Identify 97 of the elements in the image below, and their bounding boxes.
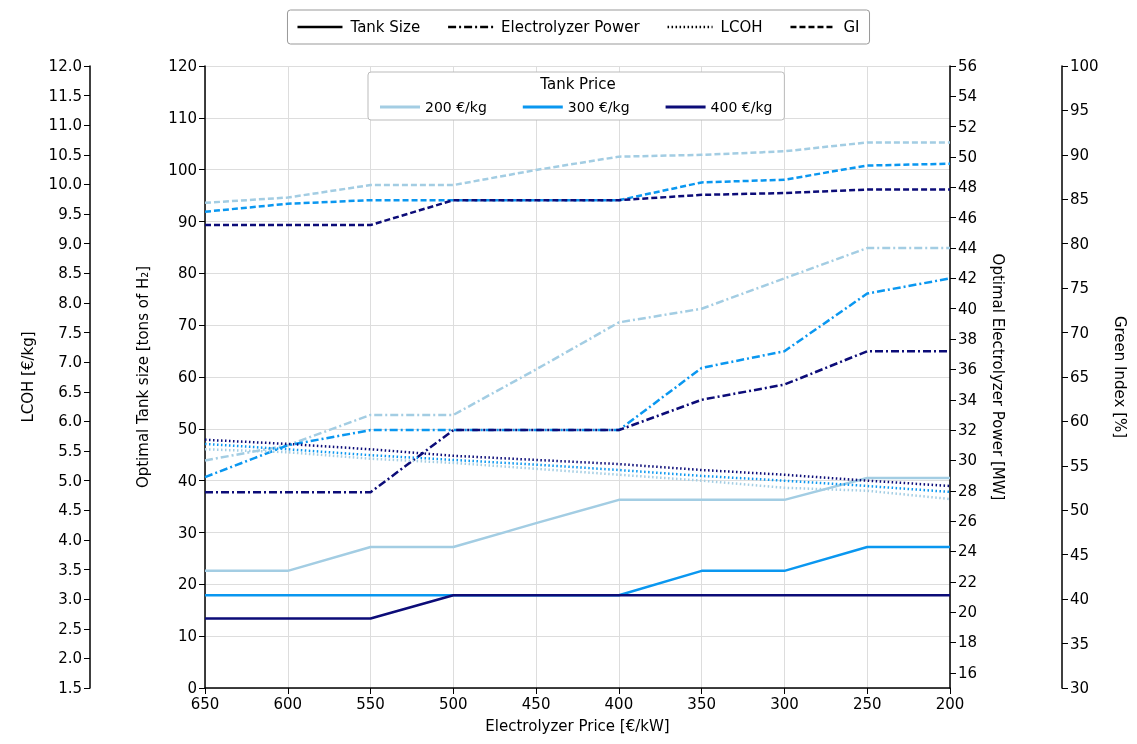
y-tick-label: 90 bbox=[1070, 145, 1090, 164]
x-tick-label: 300 bbox=[770, 694, 799, 713]
x-tick-label: 200 bbox=[935, 694, 965, 713]
y3-tick-label: 5.5 bbox=[58, 442, 82, 461]
y3-tick-label: 2.0 bbox=[58, 649, 82, 668]
x-tick-label: 650 bbox=[190, 694, 220, 713]
y-tick-label: 90 bbox=[177, 212, 197, 231]
y2-tick-label: 24 bbox=[958, 542, 978, 561]
y2-tick-label: 32 bbox=[958, 421, 978, 440]
legend-label: 300 €/kg bbox=[567, 99, 630, 115]
y2-tick-label: 22 bbox=[958, 572, 978, 591]
y-tick-label: 65 bbox=[1070, 368, 1090, 386]
y2-tick-label: 18 bbox=[958, 633, 978, 652]
text: Electrolyzer Power bbox=[501, 18, 641, 36]
y2-tick-label: 30 bbox=[958, 451, 978, 470]
y3-tick-label: 7.5 bbox=[58, 323, 82, 342]
y-tick-label: 60 bbox=[177, 368, 197, 386]
legend-title: Tank Price bbox=[539, 74, 616, 93]
y2-tick-label: 36 bbox=[958, 360, 978, 379]
y3-tick-label: 8.0 bbox=[58, 293, 82, 312]
y-tick-label: 100 bbox=[168, 160, 197, 179]
y-tick-label: 80 bbox=[177, 264, 197, 283]
y3-tick-label: 7.0 bbox=[58, 353, 82, 372]
legend-label: 200 €/kg bbox=[425, 99, 487, 115]
y-tick-label: 0 bbox=[187, 679, 197, 697]
y-tick-label: 45 bbox=[1070, 545, 1090, 564]
x-tick-label: 550 bbox=[356, 694, 385, 713]
legend-label: 400 €/kg bbox=[710, 99, 773, 115]
y-tick-label: 80 bbox=[1070, 234, 1090, 253]
x-tick-label: 600 bbox=[273, 694, 303, 713]
y3-tick-label: 4.0 bbox=[58, 530, 82, 549]
x-tick-label: 500 bbox=[439, 694, 468, 713]
y3-tick-label: 11.5 bbox=[48, 86, 82, 105]
y3-tick-label: 5.0 bbox=[58, 471, 82, 490]
line-series bbox=[203, 141, 952, 205]
y-tick-label: 70 bbox=[1070, 323, 1090, 342]
y-tick-label: 50 bbox=[1070, 501, 1090, 520]
y3-axis-title: LCOH [€/kg] bbox=[18, 331, 37, 423]
y3-tick-label: 8.5 bbox=[58, 264, 82, 283]
y-tick-label: 100 bbox=[1070, 57, 1099, 75]
y3-tick-label: 2.5 bbox=[58, 619, 82, 638]
x-tick-label: 250 bbox=[852, 694, 882, 713]
y2-tick-label: 38 bbox=[958, 330, 978, 349]
y2-tick-label: 40 bbox=[958, 299, 978, 318]
y3-tick-label: 4.5 bbox=[58, 501, 82, 520]
y-tick-label: 50 bbox=[177, 419, 197, 438]
y2-tick-label: 54 bbox=[958, 87, 978, 106]
y2-tick-label: 34 bbox=[958, 390, 978, 409]
y-tick-label: 85 bbox=[1070, 190, 1090, 209]
y3-tick-label: 9.0 bbox=[58, 234, 82, 253]
y2-tick-label: 28 bbox=[958, 481, 978, 500]
y3-tick-label: 12.0 bbox=[48, 57, 82, 75]
y3-tick-label: 10.0 bbox=[48, 175, 82, 194]
y2-tick-label: 20 bbox=[958, 603, 978, 622]
y-tick-label: 30 bbox=[1070, 679, 1090, 697]
y-tick-label: 70 bbox=[177, 316, 197, 335]
text: Tank Size bbox=[349, 18, 421, 36]
y-axis-title: Green Index [%] bbox=[1110, 315, 1129, 439]
y2-tick-label: 50 bbox=[958, 148, 978, 167]
y-tick-label: 60 bbox=[1070, 412, 1090, 431]
y-tick-label: 95 bbox=[1070, 101, 1090, 120]
y2-tick-label: 16 bbox=[958, 663, 978, 682]
y3-tick-label: 6.0 bbox=[58, 412, 82, 431]
y2-tick-label: 56 bbox=[958, 57, 978, 75]
y2-tick-label: 26 bbox=[958, 512, 978, 531]
y-tick-label: 120 bbox=[168, 57, 197, 75]
y-tick-label: 55 bbox=[1070, 456, 1090, 475]
y2-axis-title: Optimal Electrolyzer Power [MW] bbox=[988, 253, 1007, 501]
y2-tick-label: 52 bbox=[958, 117, 978, 136]
x-axis-title: Electrolyzer Price [€/kW] bbox=[485, 716, 670, 735]
y-tick-label: 40 bbox=[177, 471, 197, 490]
y3-tick-label: 6.5 bbox=[58, 382, 82, 401]
text: LCOH bbox=[720, 18, 763, 36]
line-series bbox=[203, 162, 952, 213]
line-series bbox=[203, 188, 952, 227]
x-tick-label: 450 bbox=[521, 694, 551, 713]
x-tick-label: 400 bbox=[604, 694, 634, 713]
y2-tick-label: 44 bbox=[958, 239, 978, 258]
y3-tick-label: 10.5 bbox=[48, 145, 82, 164]
y-tick-label: 20 bbox=[177, 575, 197, 594]
y3-tick-label: 3.5 bbox=[58, 560, 82, 579]
y2-tick-label: 48 bbox=[958, 178, 978, 197]
y-tick-label: 40 bbox=[1070, 590, 1090, 609]
y3-tick-label: 11.0 bbox=[48, 116, 82, 135]
y3-tick-label: 9.5 bbox=[58, 205, 82, 224]
y-axis-title: Optimal Tank size [tons of H₂] bbox=[133, 265, 152, 489]
y-tick-label: 75 bbox=[1070, 279, 1090, 298]
y-tick-label: 35 bbox=[1070, 634, 1090, 653]
y3-tick-label: 1.5 bbox=[58, 679, 82, 697]
y-tick-label: 30 bbox=[177, 523, 197, 542]
y2-tick-label: 46 bbox=[958, 208, 978, 227]
y-tick-label: 10 bbox=[177, 627, 197, 646]
y2-tick-label: 42 bbox=[958, 269, 978, 288]
y3-tick-label: 3.0 bbox=[58, 590, 82, 609]
y-tick-label: 110 bbox=[168, 108, 197, 127]
x-tick-label: 350 bbox=[687, 694, 716, 713]
text: GI bbox=[843, 18, 860, 36]
